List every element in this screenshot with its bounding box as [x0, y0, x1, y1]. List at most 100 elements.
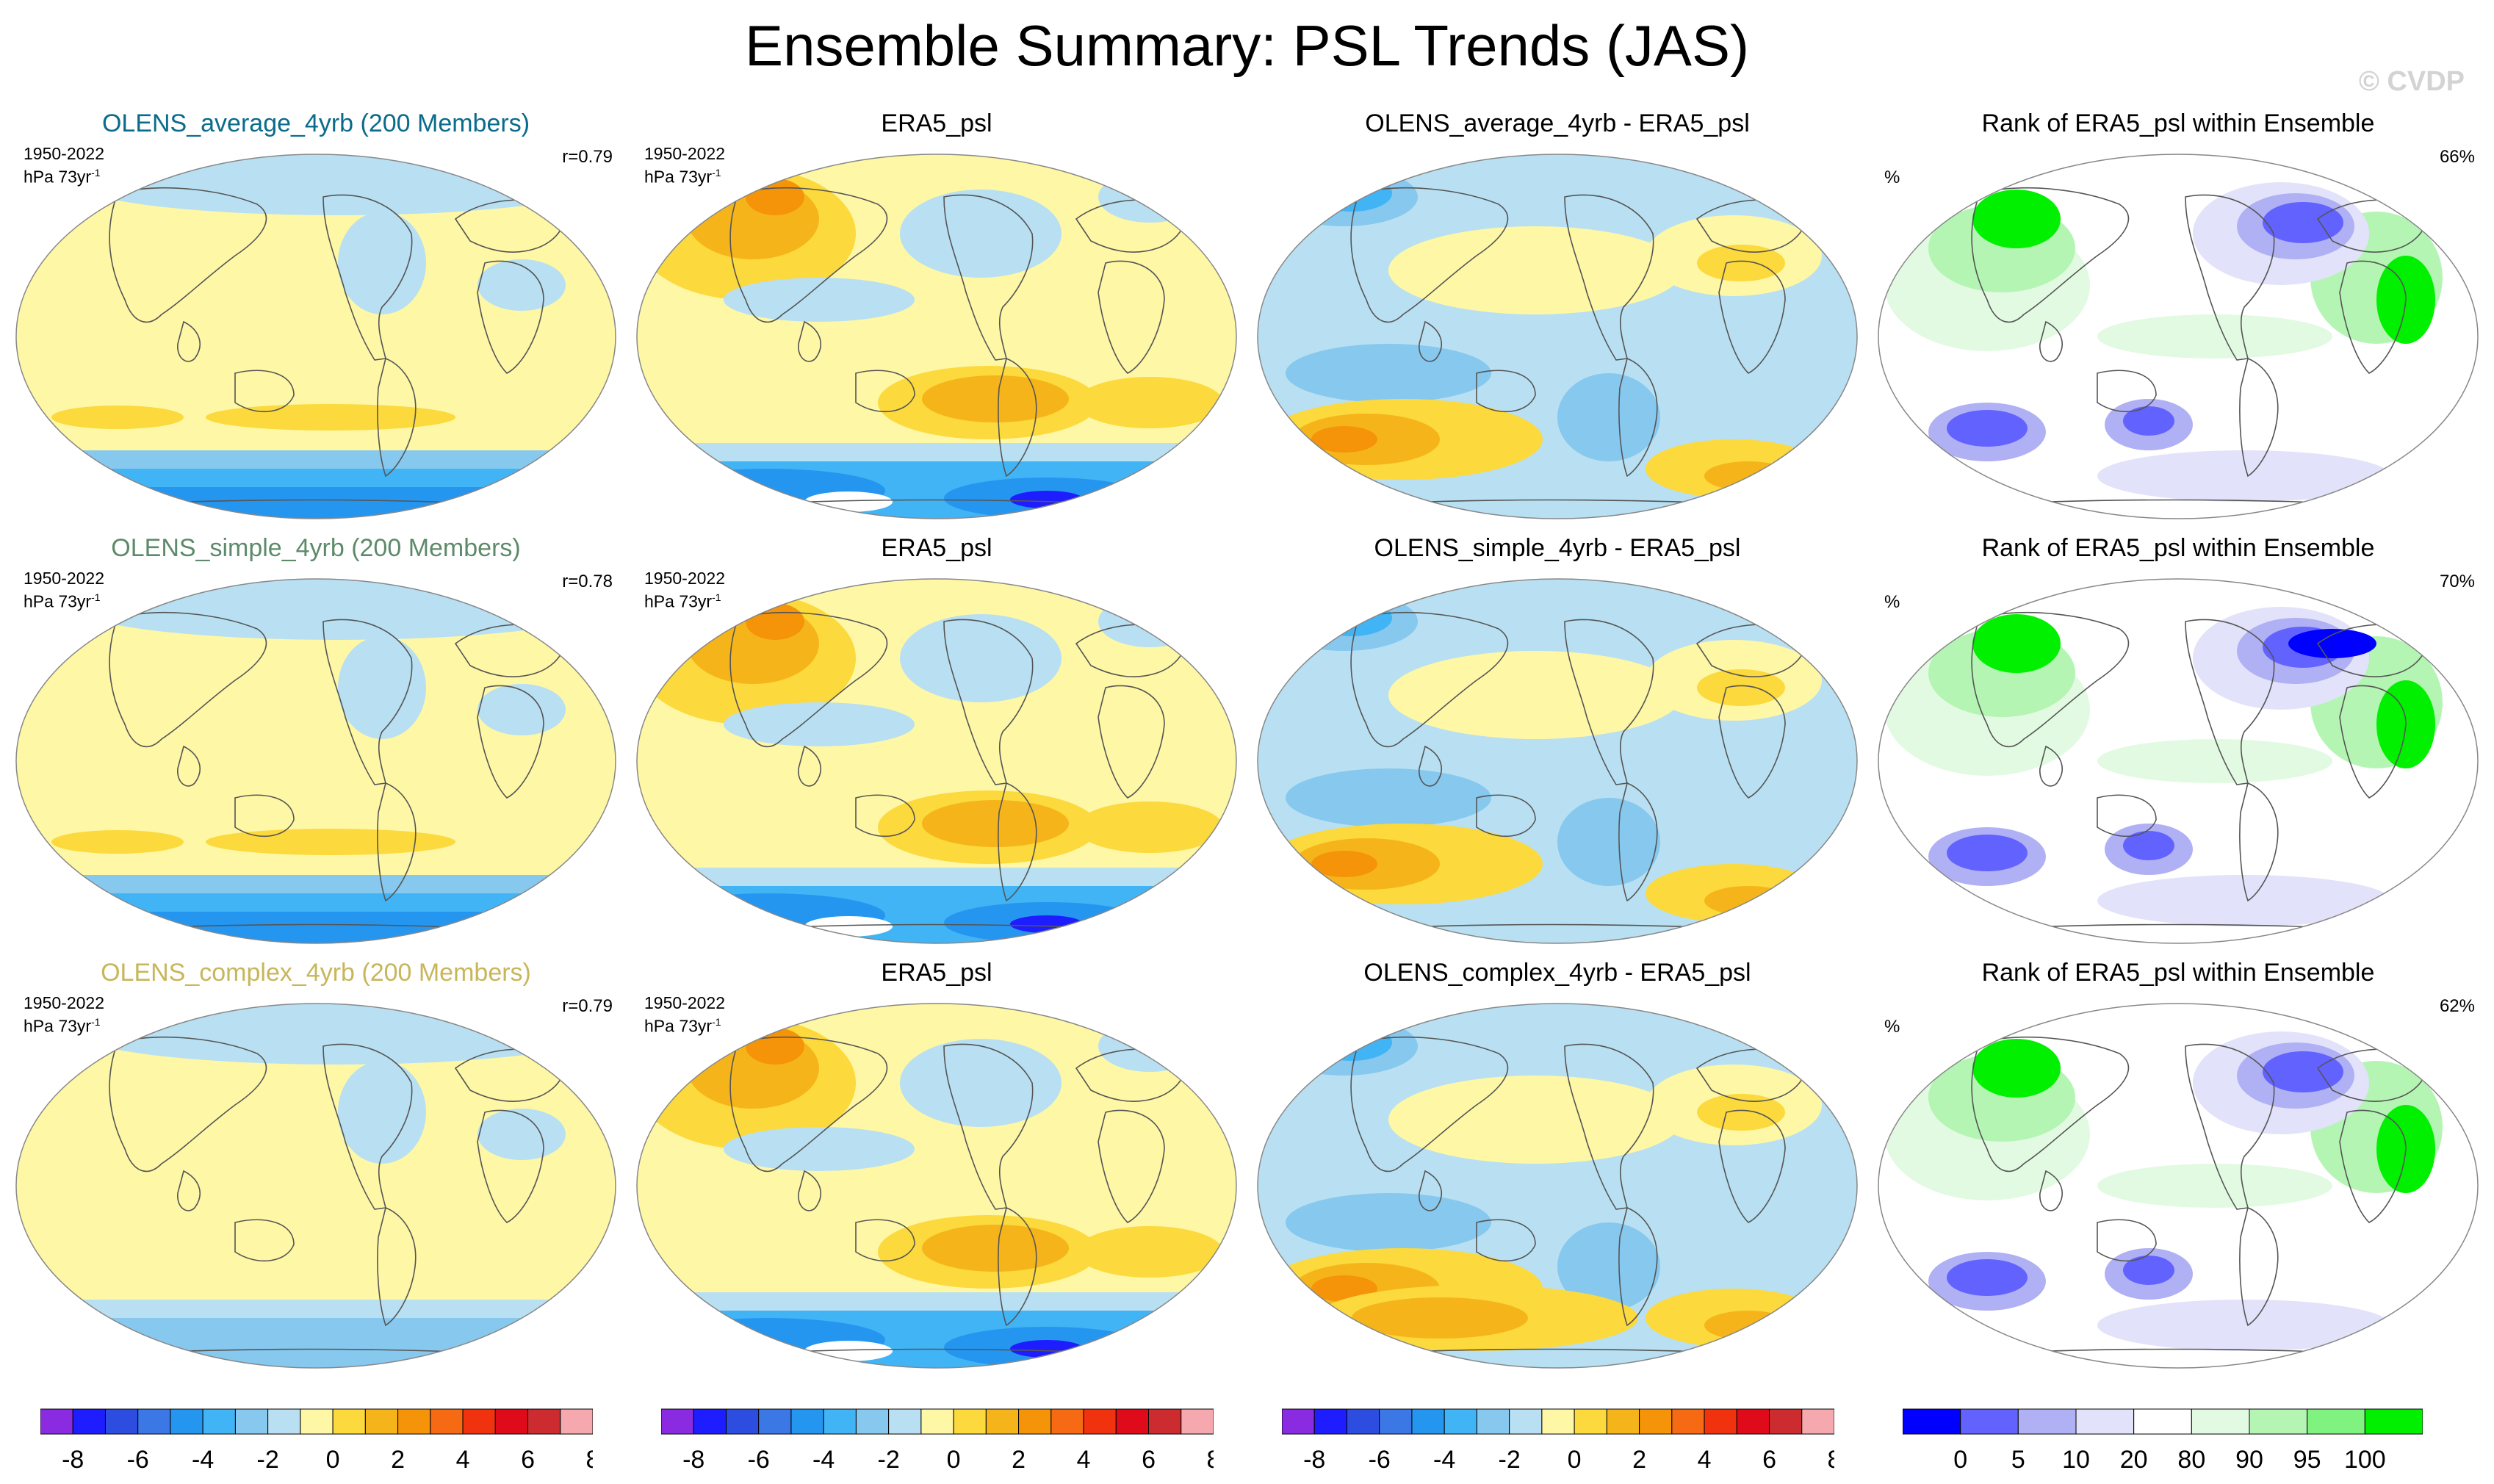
colorbar-box: [758, 1408, 792, 1435]
colorbar-box: [1960, 1408, 2019, 1435]
colorbar-box: [1736, 1408, 1770, 1435]
model-panel-title: OLENS_complex_4yrb (200 Members): [101, 959, 531, 987]
colorbar-tick-label: 0: [1568, 1446, 1582, 1474]
units-text: hPa 73yr: [24, 1016, 92, 1036]
units-exponent: -1: [91, 591, 101, 603]
colorbar-box: [462, 1408, 496, 1435]
colorbar-box: [430, 1408, 464, 1435]
trend-colorbar-1: -8 -6 -4 -2 0 2 4 6 8: [40, 1408, 593, 1484]
colorbar-box: [790, 1408, 824, 1435]
colorbar-box: [527, 1408, 561, 1435]
units-text: hPa 73yr: [644, 591, 713, 611]
colorbar-box: [1541, 1408, 1575, 1435]
period-label: 1950-2022: [24, 569, 104, 588]
colorbar-box: [560, 1408, 593, 1435]
rank-panel-title: Rank of ERA5_psl within Ensemble: [1981, 534, 2375, 562]
colorbar-tick-label: -4: [812, 1446, 835, 1474]
colorbar-tick-label: 20: [2120, 1446, 2148, 1474]
colorbar-box: [202, 1408, 236, 1435]
rank-percentage: 70%: [2439, 572, 2475, 591]
colorbar-tick-label: 8: [1207, 1446, 1214, 1474]
colorbar-tick-label: 4: [1077, 1446, 1091, 1474]
period-label: 1950-2022: [644, 993, 725, 1012]
colorbar-box: [1050, 1408, 1084, 1435]
colorbar-box: [397, 1408, 431, 1435]
pattern-correlation: r=0.79: [562, 147, 613, 167]
units-label: hPa 73yr-1: [644, 588, 721, 611]
colorbar-box: [1444, 1408, 1477, 1435]
units-exponent: -1: [91, 167, 101, 179]
colorbar-tick-label: 2: [1012, 1446, 1026, 1474]
colorbar-box: [1671, 1408, 1705, 1435]
colorbar-tick-label: 0: [1953, 1446, 1967, 1474]
trend-colorbar-3: -8 -6 -4 -2 0 2 4 6 8: [1282, 1408, 1834, 1484]
obs-panel-title: ERA5_psl: [881, 109, 992, 137]
panel-obs-row2: ERA5_psl 1950-2022 hPa 73yr-1: [628, 533, 1245, 945]
panel-rank-row1: Rank of ERA5_psl within Ensemble% 66%: [1870, 109, 2487, 520]
coastlines: [102, 611, 565, 931]
colorbar-tick-label: 5: [2011, 1446, 2025, 1474]
copyright-watermark: © CVDP: [2358, 66, 2465, 97]
colorbar-box: [40, 1408, 73, 1435]
colorbar-tick-label: -2: [878, 1446, 900, 1474]
colorbar-box: [1639, 1408, 1673, 1435]
colorbar-box: [1181, 1408, 1214, 1435]
colorbar-box: [823, 1408, 857, 1435]
period-label: 1950-2022: [24, 144, 104, 163]
colorbar-box: [1801, 1408, 1834, 1435]
panel-obs-row3: ERA5_psl 1950-2022 hPa 73yr-1: [628, 958, 1245, 1369]
colorbar-tick-label: 100: [2344, 1446, 2386, 1474]
colorbar-box: [1704, 1408, 1737, 1435]
units-label: hPa 73yr-1: [24, 163, 101, 187]
panel-rank-row3: Rank of ERA5_psl within Ensemble% 62%: [1870, 958, 2487, 1369]
colorbar-box: [2307, 1408, 2365, 1435]
colorbar-box: [2191, 1408, 2250, 1435]
colorbar-box: [104, 1408, 139, 1435]
colorbar-tick-label: -6: [127, 1446, 149, 1474]
colorbar-tick-label: 90: [2235, 1446, 2263, 1474]
panel-rank-row2: Rank of ERA5_psl within Ensemble% 70%: [1870, 533, 2487, 945]
panel-model-row3: OLENS_complex_4yrb (200 Members) 1950-202…: [7, 958, 624, 1369]
panel-diff-row2: OLENS_simple_4yrb - ERA5_psl: [1249, 533, 1866, 945]
period-label: 1950-2022: [24, 993, 104, 1012]
panel-diff-row3: OLENS_complex_4yrb - ERA5_psl: [1249, 958, 1866, 1369]
colorbar-tick-label: 6: [521, 1446, 535, 1474]
colorbar-box: [1282, 1408, 1315, 1435]
panel-model-row1: OLENS_average_4yrb (200 Members) 1950-202…: [7, 109, 624, 520]
colorbar-tick-label: -2: [257, 1446, 279, 1474]
colorbar-box: [1574, 1408, 1607, 1435]
diff-panel-title: OLENS_simple_4yrb - ERA5_psl: [1374, 534, 1741, 562]
rank-percentage: 62%: [2439, 996, 2475, 1016]
colorbar-box: [2249, 1408, 2308, 1435]
colorbar-box: [364, 1408, 399, 1435]
colorbar-box: [920, 1408, 954, 1435]
colorbar-box: [1115, 1408, 1150, 1435]
rank-colorbar: 0 5 10 20 80 90 95 100: [1903, 1408, 2423, 1484]
colorbar-tick-label: 4: [456, 1446, 470, 1474]
colorbar-box: [985, 1408, 1020, 1435]
rank-unit-label: %: [1884, 168, 1900, 187]
units-text: hPa 73yr: [24, 167, 92, 187]
pattern-correlation: r=0.78: [562, 572, 613, 591]
colorbar-tick-label: -8: [62, 1446, 84, 1474]
colorbar-box: [2075, 1408, 2135, 1435]
rank-unit-label: %: [1884, 592, 1900, 612]
colorbar-tick-label: -8: [682, 1446, 704, 1474]
colorbar-box: [953, 1408, 987, 1435]
colorbar-tick-label: -6: [1369, 1446, 1391, 1474]
colorbar-box: [1313, 1408, 1347, 1435]
diff-panel-title: OLENS_average_4yrb - ERA5_psl: [1365, 109, 1750, 137]
diff-panel-title: OLENS_complex_4yrb - ERA5_psl: [1363, 959, 1751, 987]
period-label: 1950-2022: [644, 144, 725, 163]
colorbar-box: [2017, 1408, 2077, 1435]
pattern-correlation: r=0.79: [562, 996, 613, 1016]
units-exponent: -1: [712, 591, 721, 603]
colorbar-tick-label: 10: [2062, 1446, 2090, 1474]
colorbar-box: [1379, 1408, 1413, 1435]
colorbar-tick-label: -4: [192, 1446, 214, 1474]
colorbar-tick-label: 95: [2293, 1446, 2321, 1474]
colorbar-tick-label: 6: [1762, 1446, 1776, 1474]
colorbar-box: [2133, 1408, 2192, 1435]
colorbar-tick-label: 2: [1632, 1446, 1646, 1474]
colorbar-tick-label: -8: [1303, 1446, 1325, 1474]
